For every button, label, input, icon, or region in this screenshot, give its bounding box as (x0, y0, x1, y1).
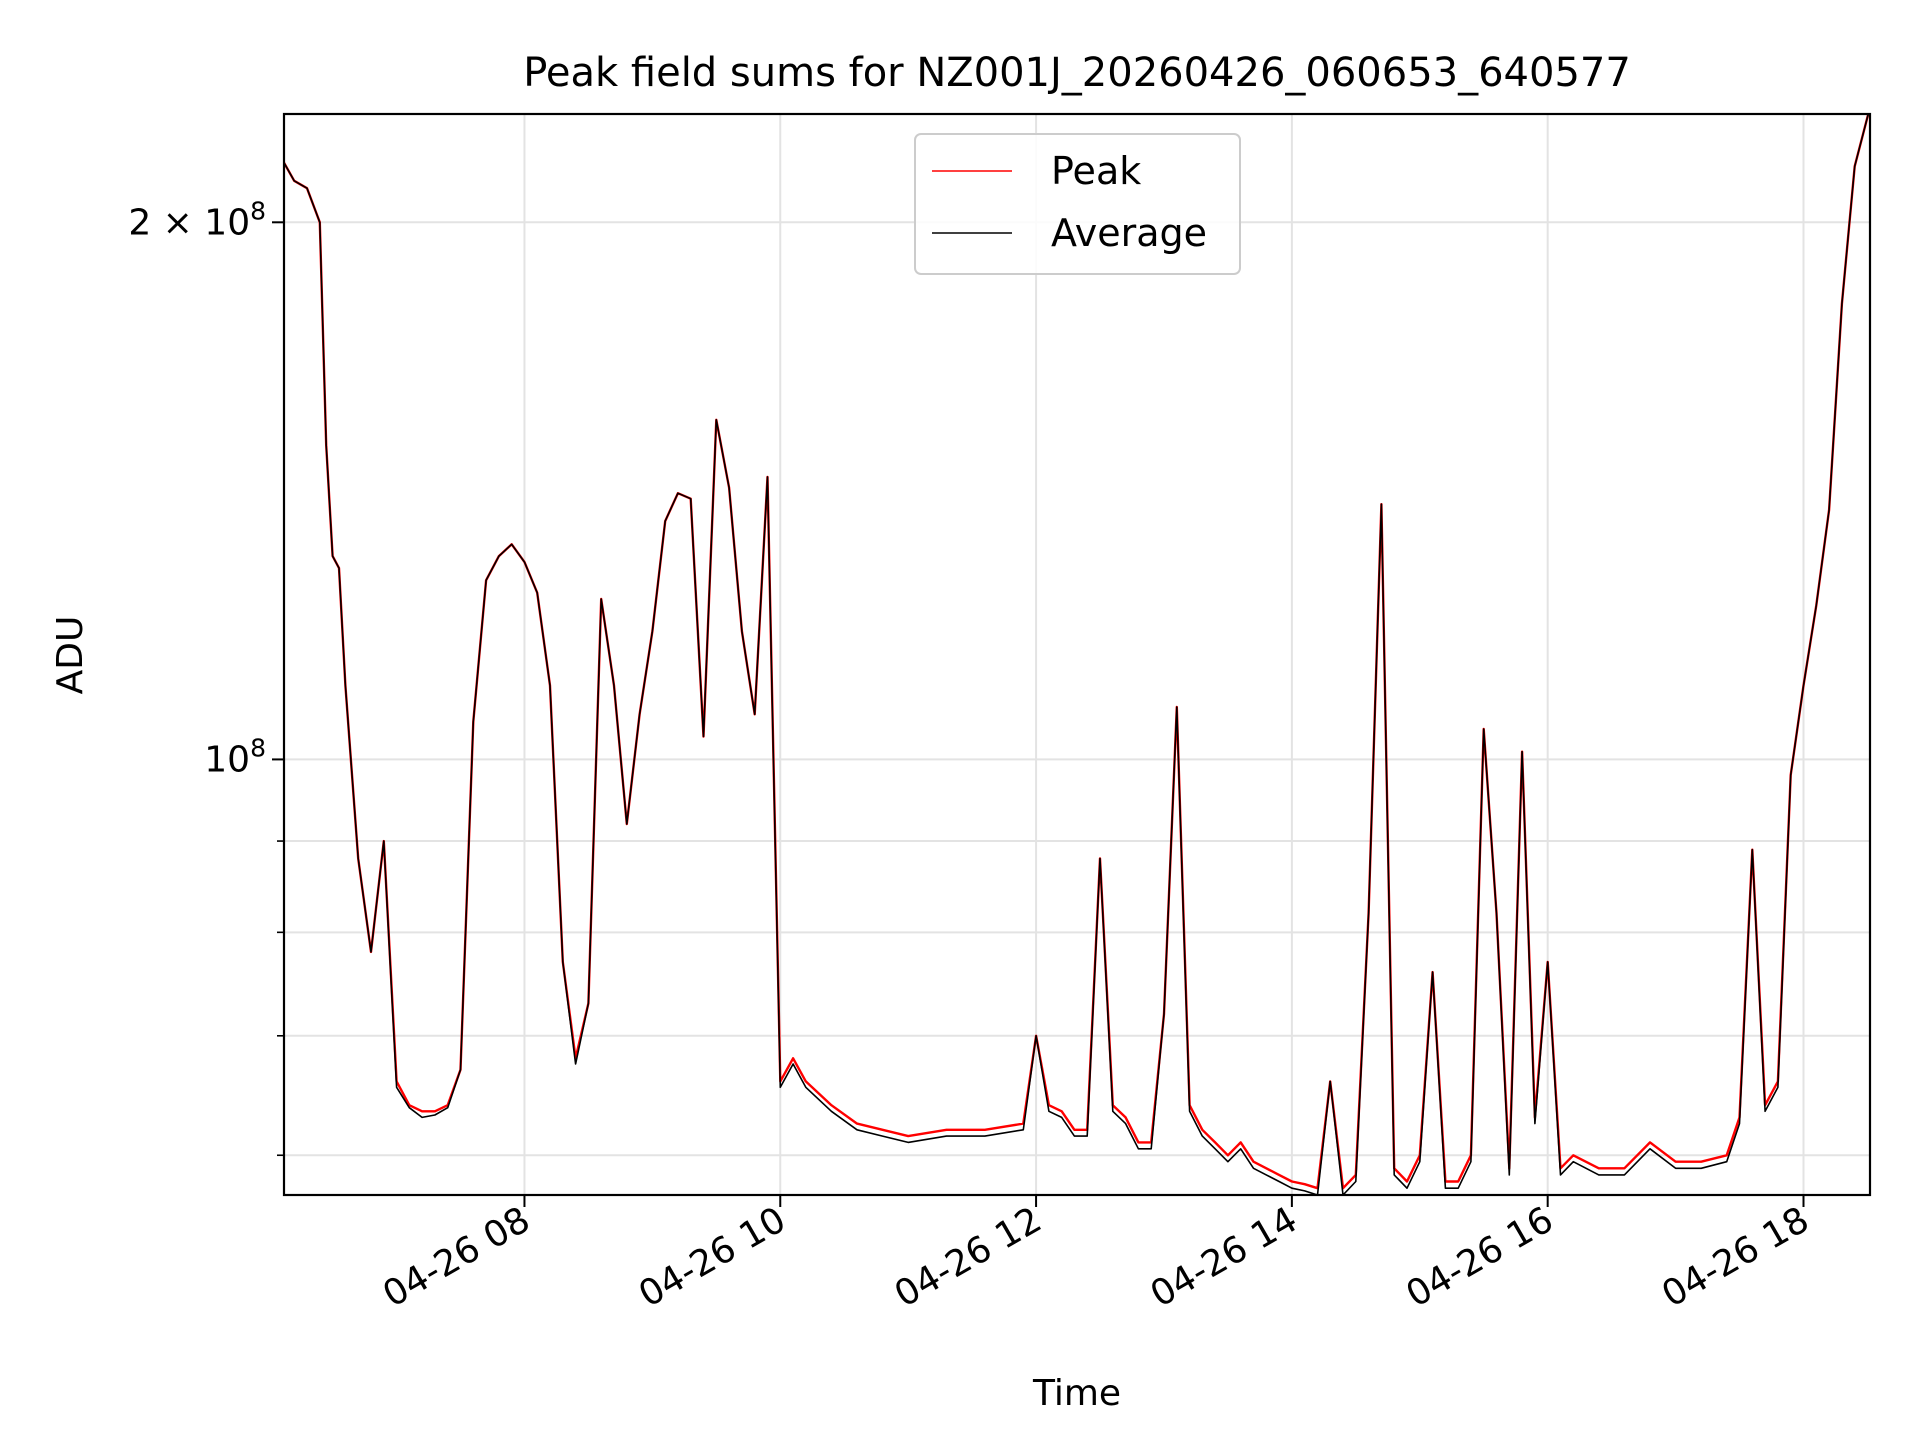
y-tick-label-0: 2 × 108 (128, 196, 266, 243)
grid-lines (284, 114, 1870, 1195)
y-axis-ticks: 2 × 108 108 (128, 196, 284, 1157)
x-axis-label: Time (1032, 1373, 1121, 1414)
y-tick-label-1: 108 (204, 733, 266, 780)
x-axis-ticks: 04-26 08 04-26 10 04-26 12 04-26 14 04-26 16… (376, 1195, 1816, 1316)
y-axis-label: ADU (50, 616, 91, 695)
x-tick-label-4: 04-26 16 (1400, 1199, 1561, 1315)
series-lines (284, 114, 1870, 1195)
series-line-average (284, 114, 1870, 1195)
legend-label-average: Average (1051, 211, 1207, 255)
legend-label-peak: Peak (1051, 149, 1141, 193)
legend-box (914, 133, 1241, 275)
plot-frame (282, 112, 1872, 1197)
chart-title: Peak field sums for NZ001J_20260426_0606… (523, 50, 1631, 96)
x-tick-label-1: 04-26 10 (632, 1199, 793, 1315)
x-tick-label-3: 04-26 14 (1144, 1199, 1305, 1315)
x-tick-label-0: 04-26 08 (376, 1199, 537, 1315)
legend: Peak Average (914, 133, 1241, 275)
x-tick-label-2: 04-26 12 (888, 1199, 1049, 1315)
x-tick-label-5: 04-26 18 (1655, 1199, 1816, 1315)
